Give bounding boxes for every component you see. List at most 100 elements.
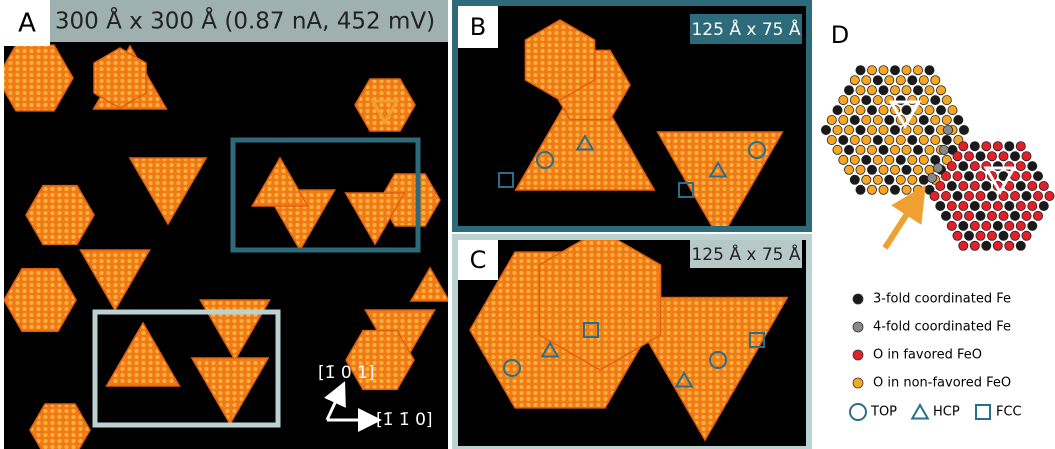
panel-label: C [470,246,487,274]
o-atom [1005,221,1014,230]
fe-atom [850,115,859,124]
o-atom [850,135,859,144]
fe-atom [976,152,985,161]
fe-atom [890,125,899,134]
fe-atom [885,175,894,184]
fe-atom-4fold [939,145,948,154]
o-atom [890,86,899,95]
legend-label: O in favored FeO [873,348,982,363]
fe-atom [913,145,922,154]
o-atom [856,86,865,95]
fe-atom-4fold [933,163,942,172]
o-atom [925,86,934,95]
o-atom [908,175,917,184]
fe-atom [902,165,911,174]
o-atom [913,165,922,174]
o-atom [879,106,888,115]
o-atom [890,165,899,174]
fe-atom [964,231,973,240]
fe-atom [1028,162,1037,171]
fe-atom [1005,142,1014,151]
legend-label: O in non-favored FeO [873,376,1011,391]
o-atom [919,76,928,85]
legend-swatch [853,378,863,388]
fe-atom [1022,191,1031,200]
legend-swatch [853,294,863,304]
o-atom [976,172,985,181]
o-atom [856,145,865,154]
o-atom [999,152,1008,161]
legend-label: 4-fold coordinated Fe [873,320,1011,335]
fe-atom [862,96,871,105]
o-atom [873,115,882,124]
panel-label: A [18,9,36,39]
o-atom [839,96,848,105]
fe-atom [970,201,979,210]
o-atom [919,135,928,144]
o-atom [987,231,996,240]
direction-label: [1̄ 0 1] [318,363,375,383]
o-atom [976,191,985,200]
fe-atom [1016,241,1025,250]
o-atom [1016,201,1025,210]
o-atom [953,211,962,220]
site-label: FCC [996,405,1022,420]
fe-atom [1005,201,1014,210]
o-atom [936,181,945,190]
o-atom [1028,201,1037,210]
o-atom [873,96,882,105]
o-atom [902,66,911,75]
scale-label: 125 Å x 75 Å [691,243,800,265]
o-atom [970,181,979,190]
fe-atom [885,115,894,124]
o-atom [947,162,956,171]
fe-atom [890,66,899,75]
legend-swatch [853,322,863,332]
fe-atom [959,162,968,171]
fe-atom [1010,152,1019,161]
fe-atom [919,175,928,184]
fe-atom [862,155,871,164]
o-atom [942,115,951,124]
o-atom [902,185,911,194]
o-atom [987,152,996,161]
o-atom [867,145,876,154]
fe-atom [987,191,996,200]
fe-atom [970,142,979,151]
o-atom [867,66,876,75]
o-atom [833,125,842,134]
o-atom [959,201,968,210]
fe-atom [821,125,830,134]
fe-atom [1016,181,1025,190]
site-label: HCP [933,405,960,420]
fe-atom [925,125,934,134]
fe-atom [890,185,899,194]
o-atom [999,211,1008,220]
o-atom [908,155,917,164]
fe-atom [1010,211,1019,220]
fe-atom [908,76,917,85]
figure: A 300 Å x 300 Å (0.87 nA, 452 mV) [1̄ 0 … [0,0,1055,449]
fe-atom [1039,201,1048,210]
o-atom [890,145,899,154]
fe-atom [1028,221,1037,230]
o-atom [839,115,848,124]
o-atom [1022,231,1031,240]
o-atom [902,86,911,95]
o-atom [839,155,848,164]
o-atom [953,231,962,240]
o-atom [879,125,888,134]
fe-atom [867,106,876,115]
o-atom [970,162,979,171]
fcc-site-marker [976,405,990,419]
o-atom [856,165,865,174]
o-atom [850,155,859,164]
o-atom [970,241,979,250]
o-atom [856,106,865,115]
fe-atom [902,106,911,115]
o-atom [942,96,951,105]
o-atom [993,142,1002,151]
fe-atom [913,86,922,95]
fe-atom [879,86,888,95]
o-atom [1016,221,1025,230]
